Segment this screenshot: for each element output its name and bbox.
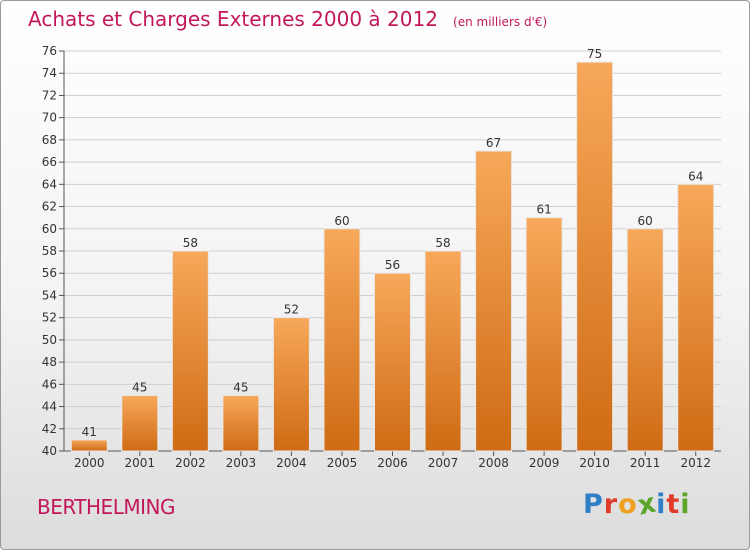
commune-name: BERTHELMING: [37, 495, 175, 519]
bar-2006: [374, 272, 411, 452]
logo-letter: o: [618, 489, 638, 520]
y-tick-label: 66: [42, 155, 57, 169]
data-label: 52: [284, 303, 299, 317]
data-label: 60: [334, 214, 349, 228]
chart-subtitle: (en milliers d'€): [453, 15, 548, 29]
y-tick-label: 70: [42, 111, 57, 125]
y-tick-label: 40: [42, 444, 57, 458]
labels: 40 42 44 46 48 50 52 54 56 58 60 62 64 66 68 70 72 74 76 20…: [42, 44, 711, 470]
bar-2000: [70, 439, 108, 452]
title-block: Achats et Charges Externes 2000 à 2012 (…: [28, 7, 547, 31]
logo-letter: r: [603, 489, 619, 520]
logo-letter: t: [666, 489, 681, 520]
logo-letter: P: [583, 489, 604, 520]
y-tick-label: 72: [42, 88, 57, 102]
x-tick-label: 2004: [276, 456, 307, 470]
y-tick-label: 64: [42, 177, 57, 191]
x-tick-label: 2006: [377, 456, 408, 470]
data-label: 61: [536, 203, 551, 217]
y-tick-label: 68: [42, 133, 57, 147]
proxiti-logo: Proxiti: [583, 487, 691, 521]
y-tick-label: 42: [42, 422, 57, 436]
y-tick-label: 58: [42, 244, 57, 258]
x-tick-label: 2001: [125, 456, 156, 470]
data-label: 56: [385, 258, 400, 272]
data-label: 45: [132, 380, 147, 394]
bar-2009: [525, 217, 563, 452]
bar-2002: [171, 250, 209, 452]
y-tick-label: 56: [42, 266, 57, 280]
x-tick-label: 2010: [579, 456, 610, 470]
y-tick-label: 62: [42, 200, 57, 214]
data-label: 58: [183, 236, 198, 250]
data-label: 60: [638, 214, 653, 228]
data-label: 67: [486, 136, 501, 150]
x-tick-label: 2007: [428, 456, 459, 470]
x-tick-label: 2009: [529, 456, 560, 470]
bar-2008: [475, 150, 513, 452]
y-tick-label: 52: [42, 311, 57, 325]
bar-2011: [626, 228, 664, 452]
bar-2004: [272, 317, 310, 452]
y-tick-label: 50: [42, 333, 57, 347]
y-tick-label: 60: [42, 222, 57, 236]
x-tick-label: 2000: [74, 456, 105, 470]
y-tick-label: 46: [42, 377, 57, 391]
logo-letter: i: [656, 489, 667, 520]
x-tick-label: 2005: [327, 456, 358, 470]
y-tick-label: 48: [42, 355, 57, 369]
bar-2007: [424, 250, 462, 452]
data-label: 58: [435, 236, 450, 250]
y-tick-label: 44: [42, 400, 57, 414]
chart-title: Achats et Charges Externes 2000 à 2012: [28, 7, 438, 31]
bar-2010: [576, 61, 614, 452]
data-label: 45: [233, 380, 248, 394]
bars: [70, 61, 715, 452]
data-label: 75: [587, 47, 602, 61]
y-tick-label: 74: [42, 66, 57, 80]
bar-2005: [323, 228, 361, 452]
x-tick-label: 2011: [630, 456, 661, 470]
bar-2003: [222, 394, 260, 452]
bar-2012: [677, 183, 715, 452]
bar-2001: [121, 394, 159, 452]
logo-letter: i: [680, 489, 691, 520]
x-tick-label: 2003: [226, 456, 257, 470]
x-tick-label: 2002: [175, 456, 206, 470]
y-tick-label: 76: [42, 44, 57, 58]
data-label: 64: [688, 169, 703, 183]
y-tick-label: 54: [42, 288, 57, 302]
data-label: 41: [82, 425, 97, 439]
x-tick-label: 2012: [680, 456, 711, 470]
x-tick-label: 2008: [478, 456, 509, 470]
